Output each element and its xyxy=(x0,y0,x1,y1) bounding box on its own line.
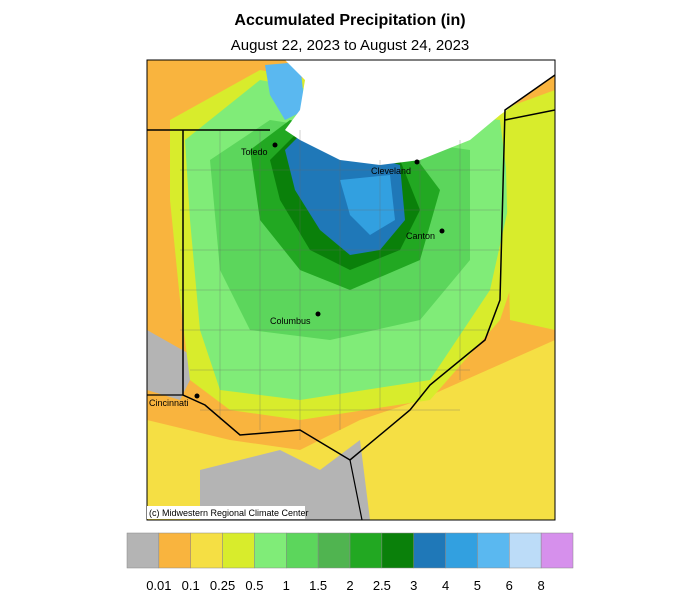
legend-swatch xyxy=(254,532,287,569)
city-dot xyxy=(414,159,420,165)
legend-label: 0.1 xyxy=(182,578,200,593)
legend-swatch xyxy=(349,532,383,569)
city-dot xyxy=(439,228,445,234)
legend: 0.01 0.1 0.25 0.5 1 1.5 2 2.5 3 4 5 6 8 xyxy=(126,532,574,593)
title: Accumulated Precipitation (in) xyxy=(234,12,465,29)
legend-swatch xyxy=(413,532,446,569)
legend-swatch xyxy=(286,532,319,569)
city-dot xyxy=(194,393,200,399)
legend-label: 0.01 xyxy=(146,578,171,593)
legend-label: 8 xyxy=(538,578,545,593)
legend-label: 0.25 xyxy=(210,578,235,593)
legend-swatch xyxy=(445,532,478,569)
legend-label: 0.5 xyxy=(245,578,263,593)
credit: (c) Midwestern Regional Climate Center xyxy=(149,508,309,518)
city-label: Cleveland xyxy=(371,166,411,176)
legend-label: 2.5 xyxy=(373,578,391,593)
legend-swatch xyxy=(381,532,414,569)
legend-swatch xyxy=(158,532,191,569)
city-dot xyxy=(315,311,321,317)
precip-map xyxy=(147,60,555,520)
legend-swatch xyxy=(222,532,255,569)
credit-box xyxy=(147,506,305,519)
legend-swatch xyxy=(540,532,574,569)
cities: Toledo Cleveland Canton Columbus Cincinnati xyxy=(149,142,445,408)
city-label: Columbus xyxy=(270,316,311,326)
legend-label: 4 xyxy=(442,578,449,593)
legend-swatch xyxy=(317,532,351,569)
legend-swatch xyxy=(190,532,223,569)
legend-label: 3 xyxy=(410,578,417,593)
legend-label: 5 xyxy=(474,578,481,593)
legend-swatch xyxy=(126,532,160,569)
map-frame xyxy=(146,59,556,521)
legend-label: 1 xyxy=(283,578,290,593)
city-label: Cincinnati xyxy=(149,398,189,408)
city-label: Canton xyxy=(406,231,435,241)
legend-label: 6 xyxy=(506,578,513,593)
city-dot xyxy=(272,142,278,148)
legend-label: 1.5 xyxy=(309,578,327,593)
subtitle: August 22, 2023 to August 24, 2023 xyxy=(231,37,470,54)
legend-swatch xyxy=(477,532,510,569)
legend-label: 2 xyxy=(346,578,353,593)
city-label: Toledo xyxy=(241,147,268,157)
legend-swatch xyxy=(509,532,542,569)
